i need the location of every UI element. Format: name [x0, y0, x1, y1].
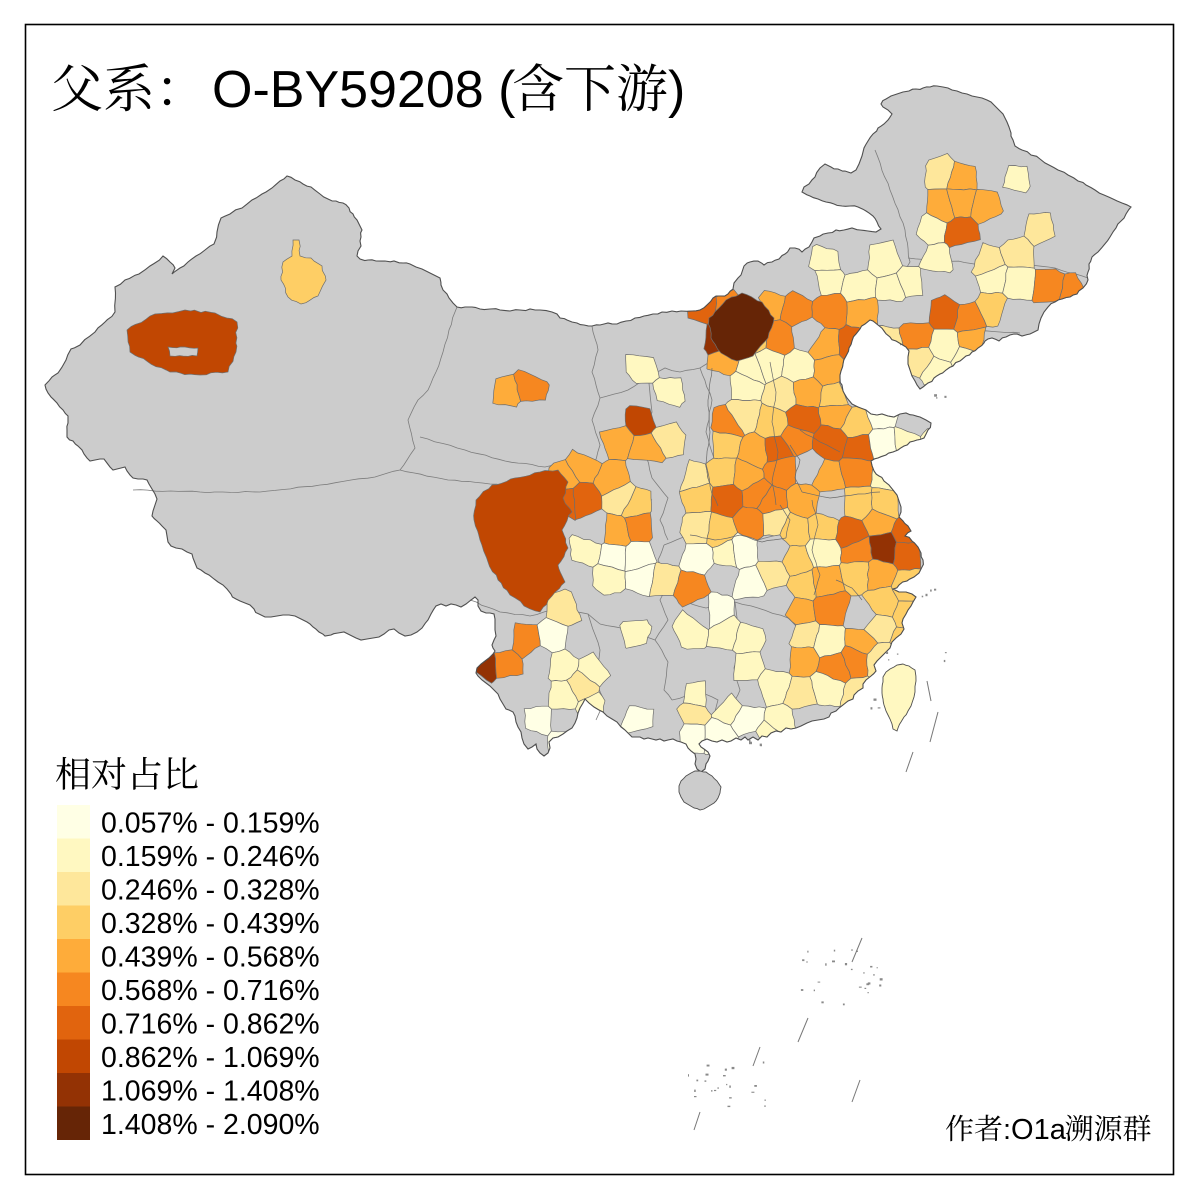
- svg-text:1.408% - 2.090%: 1.408% - 2.090%: [101, 1109, 320, 1141]
- svg-text:1.069% - 1.408%: 1.069% - 1.408%: [101, 1075, 320, 1107]
- svg-text:0.328% - 0.439%: 0.328% - 0.439%: [101, 908, 320, 940]
- svg-text:): ): [668, 61, 685, 119]
- svg-text::O1a: :O1a: [1003, 1114, 1067, 1146]
- svg-text:0.439% - 0.568%: 0.439% - 0.568%: [101, 941, 320, 973]
- svg-text:0.862% - 1.069%: 0.862% - 1.069%: [101, 1042, 320, 1074]
- svg-text:0.057% - 0.159%: 0.057% - 0.159%: [101, 807, 320, 839]
- svg-text:O-BY59208 (: O-BY59208 (: [212, 61, 516, 119]
- svg-text:0.246% - 0.328%: 0.246% - 0.328%: [101, 874, 320, 906]
- svg-text:0.159% - 0.246%: 0.159% - 0.246%: [101, 841, 320, 873]
- svg-text:0.716% - 0.862%: 0.716% - 0.862%: [101, 1008, 320, 1040]
- svg-text:0.568% - 0.716%: 0.568% - 0.716%: [101, 975, 320, 1007]
